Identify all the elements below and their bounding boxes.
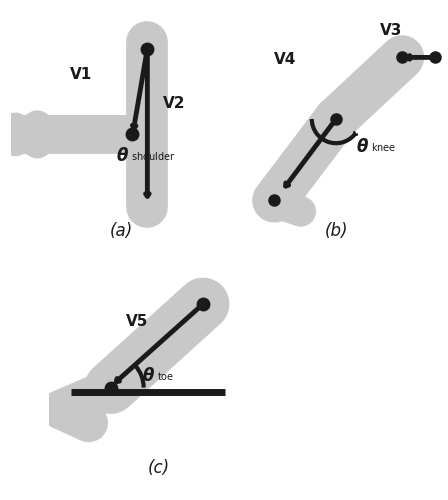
Text: (c): (c) — [148, 460, 170, 477]
Text: V5: V5 — [126, 314, 148, 329]
Text: (b): (b) — [324, 222, 348, 240]
Text: V1: V1 — [70, 68, 92, 82]
Text: $\boldsymbol{\theta}$: $\boldsymbol{\theta}$ — [116, 147, 129, 165]
Text: $\rm{knee}$: $\rm{knee}$ — [371, 141, 396, 153]
Text: (a): (a) — [109, 222, 133, 240]
Text: $\boldsymbol{\theta}$: $\boldsymbol{\theta}$ — [356, 138, 369, 156]
Text: V4: V4 — [275, 52, 297, 67]
Text: V2: V2 — [163, 96, 185, 111]
Text: $\rm{shoulder}$: $\rm{shoulder}$ — [131, 150, 175, 162]
Text: V3: V3 — [380, 24, 402, 38]
Text: $\boldsymbol{\theta}$: $\boldsymbol{\theta}$ — [142, 367, 155, 385]
Text: $\rm{toe}$: $\rm{toe}$ — [157, 370, 174, 382]
